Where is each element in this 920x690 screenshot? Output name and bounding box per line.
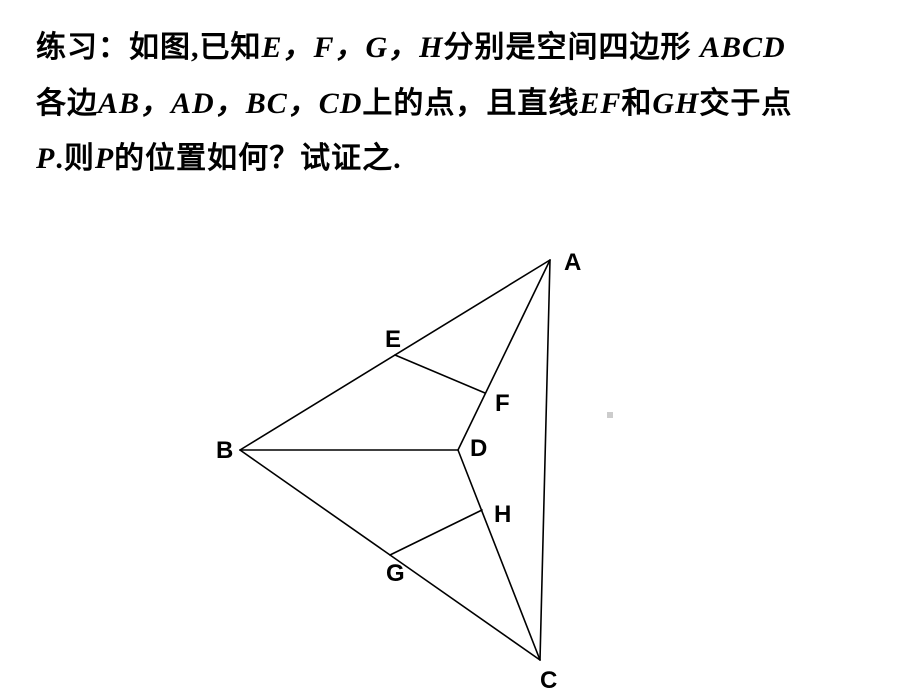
text-run: .则 (55, 142, 95, 175)
figure: A B C D E F G H (180, 230, 740, 690)
label-G: G (386, 560, 405, 587)
figure-svg: A B C D E F G H (180, 230, 740, 690)
label-F: F (495, 390, 510, 417)
label-A: A (564, 249, 581, 276)
edge-GH (390, 510, 482, 555)
edge-DC (458, 450, 540, 660)
label-H: H (494, 501, 511, 528)
var-run: ABCD (700, 31, 786, 64)
var-run: EF (579, 87, 621, 120)
var-run: E，F，G，H (262, 31, 444, 64)
artifact-dot (607, 412, 613, 418)
label-E: E (385, 326, 401, 353)
text-run: 分别是空间四边形 (444, 31, 701, 64)
text-run: 交于点 (699, 87, 792, 120)
text-run: 练习：如图,已知 (36, 31, 262, 64)
problem-text: 练习：如图,已知E，F，G，H分别是空间四边形 ABCD 各边AB，AD，BC，… (36, 20, 884, 187)
var-run: P (95, 142, 114, 175)
label-D: D (470, 435, 487, 462)
edge-EF (395, 355, 485, 393)
label-B: B (216, 437, 233, 464)
var-run: P (36, 142, 55, 175)
edge-AC (540, 260, 550, 660)
text-run: 的位置如何？试证之. (114, 142, 402, 175)
text-run: 上的点，且直线 (362, 87, 579, 120)
var-run: GH (652, 87, 699, 120)
var-run: AB，AD，BC，CD (98, 87, 362, 120)
page: 练习：如图,已知E，F，G，H分别是空间四边形 ABCD 各边AB，AD，BC，… (0, 0, 920, 690)
text-run: 和 (621, 87, 652, 120)
label-C: C (540, 667, 557, 690)
text-run: 各边 (36, 87, 98, 120)
